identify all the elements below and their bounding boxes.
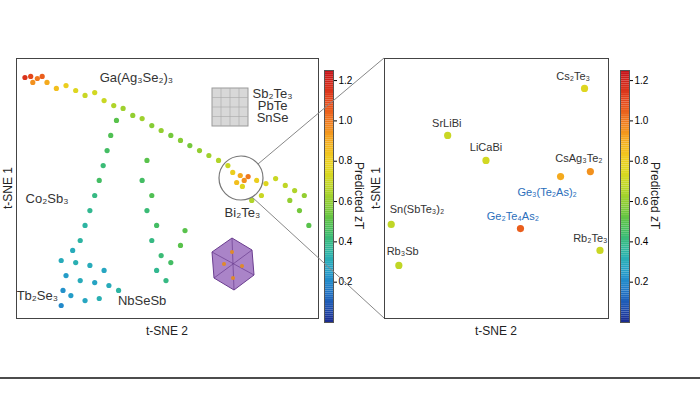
svg-text:1.0: 1.0 <box>339 115 353 126</box>
svg-text:CsAg₃Te₂: CsAg₃Te₂ <box>555 152 602 164</box>
svg-text:SrLiBi: SrLiBi <box>432 117 461 129</box>
svg-text:Sb₂Te₃: Sb₂Te₃ <box>252 85 293 101</box>
html-text:t-SNE 2: t-SNE 2 <box>146 324 188 338</box>
svg-text:Ge₃(Te₂As)₂: Ge₃(Te₂As)₂ <box>517 186 576 198</box>
svg-text:LiCaBi: LiCaBi <box>470 141 502 153</box>
svg-text:Ge₂Te₄As₂: Ge₂Te₄As₂ <box>487 210 539 222</box>
svg-text:1.2: 1.2 <box>635 75 649 86</box>
svg-text:0.8: 0.8 <box>635 155 649 166</box>
svg-text:Rb₂Te₃: Rb₂Te₃ <box>573 232 607 244</box>
svg-text:0.4: 0.4 <box>339 236 353 247</box>
svg-text:0.2: 0.2 <box>635 276 649 287</box>
html-text:t-SNE 1: t-SNE 1 <box>1 167 15 209</box>
svg-text:Cs₂Te₃: Cs₂Te₃ <box>556 70 590 82</box>
html-text:t-SNE 1: t-SNE 1 <box>369 167 383 209</box>
svg-text:Tb₂Se₃: Tb₂Se₃ <box>17 288 58 303</box>
html-text:Predicted zT: Predicted zT <box>648 162 662 230</box>
svg-text:1.0: 1.0 <box>635 115 649 126</box>
html-text:Predicted zT: Predicted zT <box>352 162 366 230</box>
svg-text:Rb₃Sb: Rb₃Sb <box>387 245 419 257</box>
svg-text:0.4: 0.4 <box>635 236 649 247</box>
svg-text:0.8: 0.8 <box>339 155 353 166</box>
svg-text:0.6: 0.6 <box>339 196 353 207</box>
svg-text:SnSe: SnSe <box>257 110 289 125</box>
svg-text:NbSeSb: NbSeSb <box>118 293 166 308</box>
svg-text:Bi₂Te₃: Bi₂Te₃ <box>225 205 261 220</box>
svg-text:0.6: 0.6 <box>635 196 649 207</box>
svg-text:Sn(SbTe₃)₂: Sn(SbTe₃)₂ <box>390 203 445 215</box>
svg-text:PbTe: PbTe <box>257 97 288 113</box>
svg-text:Co₂Sb₃: Co₂Sb₃ <box>26 191 69 206</box>
html-text:t-SNE 2: t-SNE 2 <box>475 324 517 338</box>
svg-text:Ga(Ag₃Se₂)₃: Ga(Ag₃Se₂)₃ <box>100 70 173 85</box>
svg-text:0.2: 0.2 <box>339 276 353 287</box>
svg-text:1.2: 1.2 <box>339 75 353 86</box>
